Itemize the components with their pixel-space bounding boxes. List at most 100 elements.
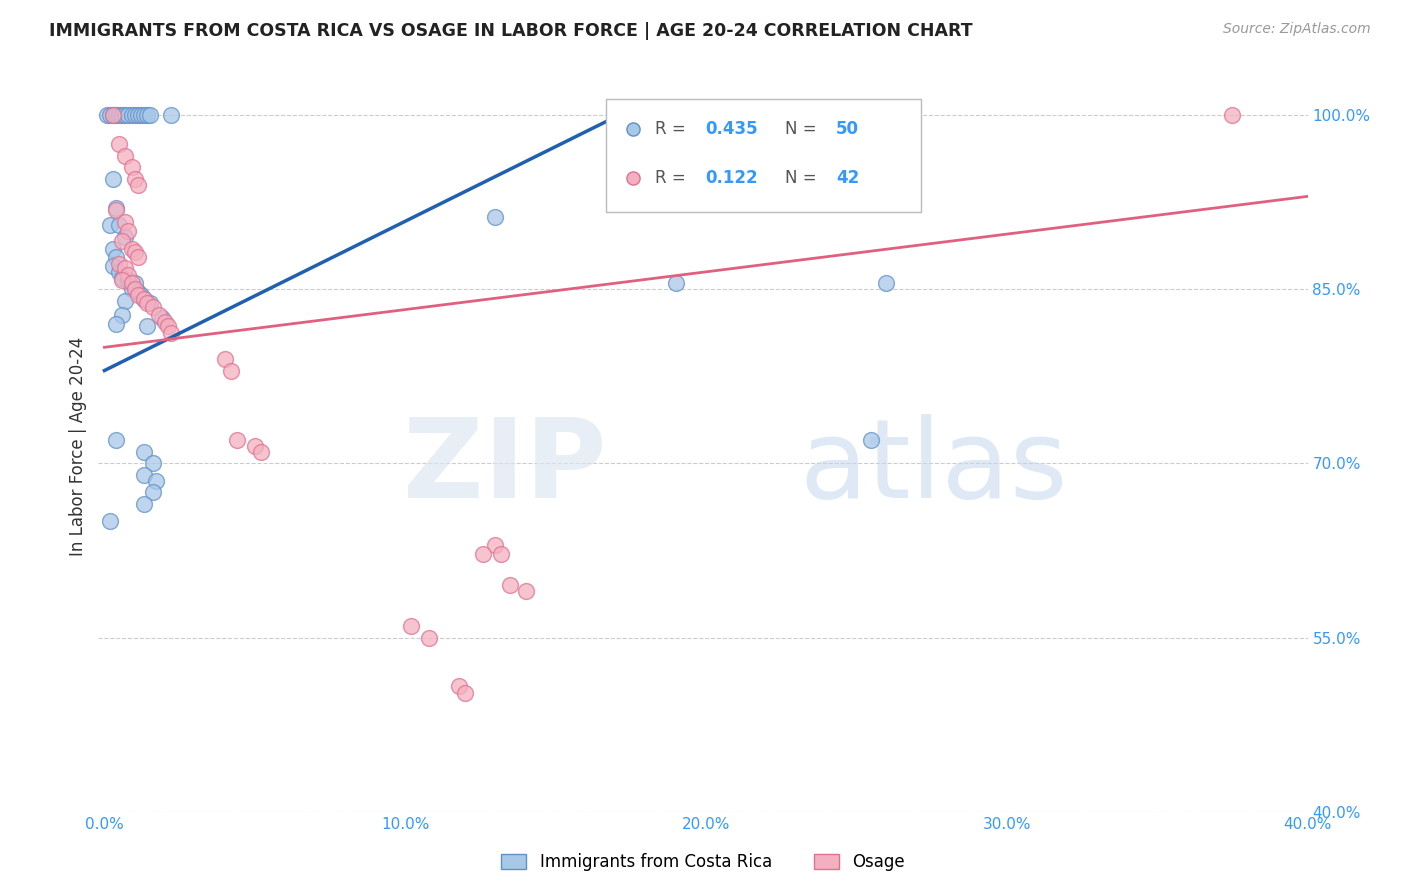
- Point: [156, 319, 179, 334]
- FancyBboxPatch shape: [606, 99, 921, 212]
- Text: R =: R =: [655, 169, 690, 186]
- Text: 42: 42: [837, 169, 859, 186]
- Point: [142, 485, 165, 500]
- Point: [135, 108, 157, 122]
- Point: [484, 538, 506, 552]
- Point: [1222, 108, 1244, 122]
- Text: 50: 50: [837, 120, 859, 138]
- Point: [219, 363, 242, 377]
- Point: [117, 273, 139, 287]
- Point: [132, 108, 155, 122]
- Point: [117, 224, 139, 238]
- Point: [132, 445, 155, 459]
- Point: [105, 250, 128, 264]
- Text: Source: ZipAtlas.com: Source: ZipAtlas.com: [1223, 22, 1371, 37]
- Point: [491, 547, 513, 561]
- Point: [111, 270, 134, 285]
- Point: [105, 317, 128, 331]
- Point: [499, 578, 522, 592]
- Point: [159, 108, 181, 122]
- Point: [114, 108, 136, 122]
- Point: [135, 319, 157, 334]
- Point: [124, 172, 146, 186]
- Point: [103, 259, 125, 273]
- Point: [114, 293, 136, 308]
- Point: [132, 292, 155, 306]
- Point: [127, 250, 149, 264]
- Text: 0.435: 0.435: [706, 120, 758, 138]
- Point: [108, 265, 131, 279]
- Point: [105, 433, 128, 447]
- Text: N =: N =: [785, 169, 823, 186]
- Point: [418, 631, 440, 645]
- Point: [121, 108, 143, 122]
- Point: [108, 257, 131, 271]
- Point: [100, 108, 122, 122]
- Point: [121, 161, 143, 175]
- Point: [114, 230, 136, 244]
- Point: [111, 234, 134, 248]
- Point: [100, 219, 122, 233]
- Point: [860, 433, 883, 447]
- Legend: Immigrants from Costa Rica, Osage: Immigrants from Costa Rica, Osage: [494, 845, 912, 880]
- Point: [153, 315, 176, 329]
- Text: 0.122: 0.122: [706, 169, 758, 186]
- Point: [484, 211, 506, 225]
- Point: [515, 584, 537, 599]
- Point: [124, 282, 146, 296]
- Point: [127, 178, 149, 192]
- Text: N =: N =: [785, 120, 823, 138]
- Point: [132, 497, 155, 511]
- Point: [117, 268, 139, 283]
- Point: [159, 326, 181, 341]
- Point: [132, 468, 155, 483]
- Point: [105, 108, 128, 122]
- Point: [138, 296, 160, 310]
- Text: ZIP: ZIP: [404, 415, 606, 522]
- Point: [121, 242, 143, 256]
- Point: [449, 679, 471, 693]
- Point: [399, 619, 422, 633]
- Point: [105, 201, 128, 215]
- Point: [145, 474, 167, 488]
- Point: [114, 149, 136, 163]
- Point: [121, 277, 143, 291]
- Point: [875, 277, 897, 291]
- Point: [100, 515, 122, 529]
- Point: [114, 261, 136, 276]
- Text: atlas: atlas: [800, 415, 1069, 522]
- Point: [111, 308, 134, 322]
- Point: [103, 172, 125, 186]
- Point: [472, 547, 495, 561]
- Point: [124, 277, 146, 291]
- Point: [142, 300, 165, 314]
- Point: [454, 686, 477, 700]
- Point: [225, 433, 247, 447]
- Point: [108, 108, 131, 122]
- Y-axis label: In Labor Force | Age 20-24: In Labor Force | Age 20-24: [69, 336, 87, 556]
- Point: [105, 203, 128, 218]
- Point: [117, 108, 139, 122]
- Point: [243, 439, 266, 453]
- Point: [121, 282, 143, 296]
- Point: [127, 285, 149, 299]
- Point: [665, 277, 688, 291]
- Point: [148, 308, 170, 322]
- Point: [111, 108, 134, 122]
- Point: [114, 215, 136, 229]
- Point: [103, 242, 125, 256]
- Point: [124, 245, 146, 260]
- Text: IMMIGRANTS FROM COSTA RICA VS OSAGE IN LABOR FORCE | AGE 20-24 CORRELATION CHART: IMMIGRANTS FROM COSTA RICA VS OSAGE IN L…: [49, 22, 973, 40]
- Point: [129, 288, 152, 302]
- Point: [103, 108, 125, 122]
- Point: [150, 311, 173, 326]
- Point: [142, 457, 165, 471]
- Point: [111, 273, 134, 287]
- Point: [127, 108, 149, 122]
- Point: [250, 445, 273, 459]
- Point: [108, 137, 131, 152]
- Point: [132, 292, 155, 306]
- Point: [124, 108, 146, 122]
- Text: R =: R =: [655, 120, 690, 138]
- Point: [108, 219, 131, 233]
